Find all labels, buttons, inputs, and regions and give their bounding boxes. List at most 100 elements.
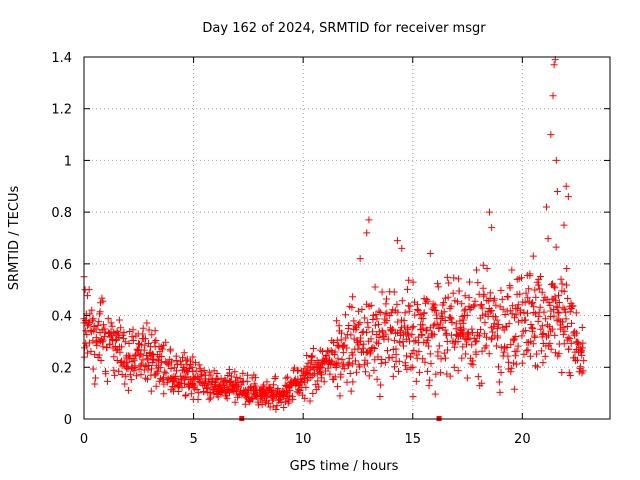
data-point — [453, 298, 461, 306]
data-point — [327, 347, 335, 355]
data-point — [372, 311, 380, 319]
data-point — [529, 299, 537, 307]
data-point — [443, 273, 451, 281]
data-point — [408, 331, 416, 339]
y-tick-label: 0.6 — [51, 258, 72, 273]
data-point — [389, 325, 397, 333]
data-point — [497, 286, 505, 294]
data-point — [518, 359, 526, 367]
data-point — [233, 373, 241, 381]
data-point — [318, 347, 326, 355]
data-point — [273, 402, 281, 410]
data-point — [130, 356, 138, 364]
data-point — [544, 331, 552, 339]
data-point — [529, 252, 537, 260]
data-point — [385, 354, 393, 362]
data-point — [479, 311, 487, 319]
data-point — [520, 308, 528, 316]
data-point — [563, 265, 571, 273]
data-point — [560, 221, 568, 229]
data-point — [284, 373, 292, 381]
data-point — [303, 363, 311, 371]
data-point — [302, 383, 310, 391]
data-point — [547, 345, 555, 353]
data-point — [552, 156, 560, 164]
data-point — [369, 344, 377, 352]
data-point — [494, 332, 502, 340]
data-point — [419, 315, 427, 323]
data-point — [522, 327, 530, 335]
data-point — [529, 325, 537, 333]
data-point — [510, 385, 518, 393]
data-point — [416, 368, 424, 376]
data-point — [365, 216, 373, 224]
data-point — [534, 363, 542, 371]
data-point — [315, 383, 323, 391]
data-point — [525, 285, 533, 293]
data-point — [162, 338, 170, 346]
data-point — [115, 316, 123, 324]
data-point — [180, 349, 188, 357]
data-point — [156, 364, 164, 372]
data-point — [458, 300, 466, 308]
data-point — [459, 319, 467, 327]
data-points — [80, 56, 588, 413]
data-point — [399, 342, 407, 350]
data-point — [544, 235, 552, 243]
data-point — [454, 367, 462, 375]
data-point — [351, 322, 359, 330]
data-point — [526, 352, 534, 360]
data-point — [89, 365, 97, 373]
data-point — [309, 345, 317, 353]
data-point — [392, 350, 400, 358]
data-point — [512, 360, 520, 368]
data-point — [95, 318, 103, 326]
data-point — [440, 349, 448, 357]
data-point — [450, 274, 458, 282]
data-point — [271, 375, 279, 383]
data-point — [492, 342, 500, 350]
x-tick-label: 15 — [404, 432, 421, 447]
data-point — [403, 365, 411, 373]
data-point — [265, 399, 273, 407]
data-point — [558, 368, 566, 376]
data-point — [141, 341, 149, 349]
data-point — [578, 323, 586, 331]
data-point — [131, 364, 139, 372]
data-point — [564, 334, 572, 342]
data-point — [431, 390, 439, 398]
data-point — [113, 356, 121, 364]
data-point — [337, 336, 345, 344]
data-point — [333, 317, 341, 325]
data-point — [531, 333, 539, 341]
data-point — [529, 340, 537, 348]
data-point — [91, 350, 99, 358]
data-point — [505, 320, 513, 328]
data-point — [552, 297, 560, 305]
data-point — [339, 348, 347, 356]
data-point — [518, 332, 526, 340]
data-point — [542, 203, 550, 211]
data-point — [433, 320, 441, 328]
data-point — [301, 394, 309, 402]
data-point — [131, 351, 139, 359]
data-point — [555, 298, 563, 306]
data-point — [130, 367, 138, 375]
data-point — [203, 383, 211, 391]
y-tick-label: 1.2 — [51, 103, 72, 118]
data-point — [405, 332, 413, 340]
data-point — [424, 367, 432, 375]
data-point — [162, 369, 170, 377]
data-point — [252, 382, 260, 390]
data-point — [566, 371, 574, 379]
data-point — [394, 308, 402, 316]
x-tick-label: 0 — [80, 432, 88, 447]
data-point — [441, 326, 449, 334]
data-point — [187, 390, 195, 398]
data-point — [122, 372, 130, 380]
data-point — [533, 350, 541, 358]
data-point — [424, 297, 432, 305]
data-point — [413, 354, 421, 362]
data-point — [371, 283, 379, 291]
data-point — [518, 274, 526, 282]
